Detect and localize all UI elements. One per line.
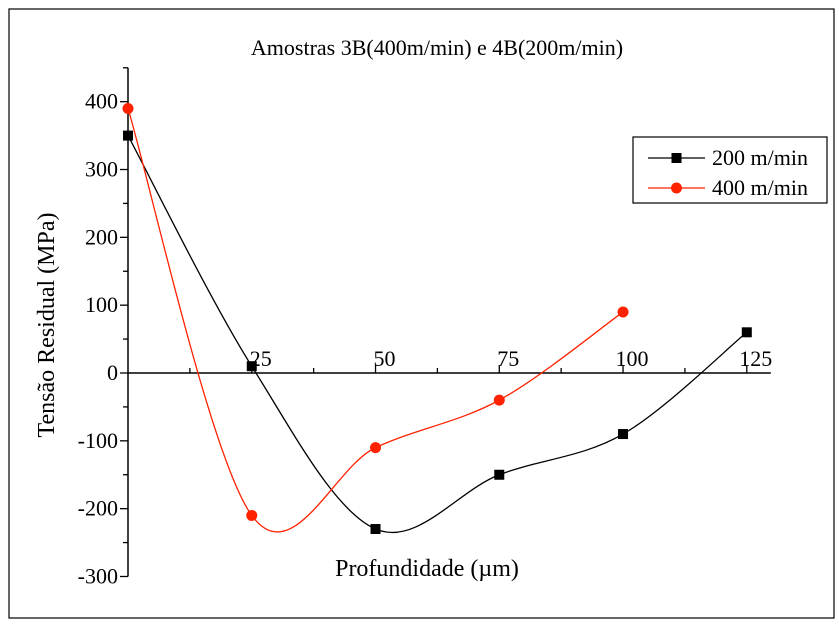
y-tick-label: 200 <box>85 224 118 249</box>
y-tick-label: 400 <box>85 89 118 114</box>
legend-marker <box>671 182 682 194</box>
y-axis-title: Tensão Residual (MPa) <box>34 213 60 438</box>
data-point <box>122 102 134 114</box>
data-point <box>494 469 505 480</box>
y-tick-label: -100 <box>78 428 118 453</box>
data-point <box>370 442 382 454</box>
series-1 <box>122 102 629 533</box>
y-tick-label: 100 <box>85 292 118 317</box>
series-line <box>127 108 624 533</box>
data-point <box>493 394 505 406</box>
data-point <box>617 306 629 318</box>
x-tick-label: 50 <box>374 346 396 371</box>
data-point <box>246 509 258 521</box>
y-tick-label: -200 <box>78 496 118 521</box>
series-line <box>127 135 748 534</box>
y-tick-label: -300 <box>78 563 118 588</box>
chart-title: Amostras 3B(400m/min) e 4B(200m/min) <box>251 35 623 60</box>
legend-label: 200 m/min <box>712 145 808 170</box>
data-point <box>246 361 257 372</box>
legend-box <box>632 136 828 204</box>
data-point <box>741 327 752 338</box>
y-tick-label: 0 <box>107 360 118 385</box>
series-layer <box>122 102 752 535</box>
x-axis-title: Profundidade (µm) <box>335 556 519 582</box>
data-point <box>370 524 381 535</box>
legend: 200 m/min 400 m/min <box>632 136 828 204</box>
y-tick-label: 300 <box>85 157 118 182</box>
chart-frame <box>8 8 835 619</box>
x-tick-label: 100 <box>616 346 649 371</box>
legend-label: 400 m/min <box>712 175 808 200</box>
data-point <box>123 130 133 141</box>
x-tick-label: 125 <box>739 346 772 371</box>
series-0 <box>123 130 752 535</box>
data-point <box>618 429 629 440</box>
x-tick-label: 75 <box>497 346 519 371</box>
legend-marker <box>671 153 682 163</box>
